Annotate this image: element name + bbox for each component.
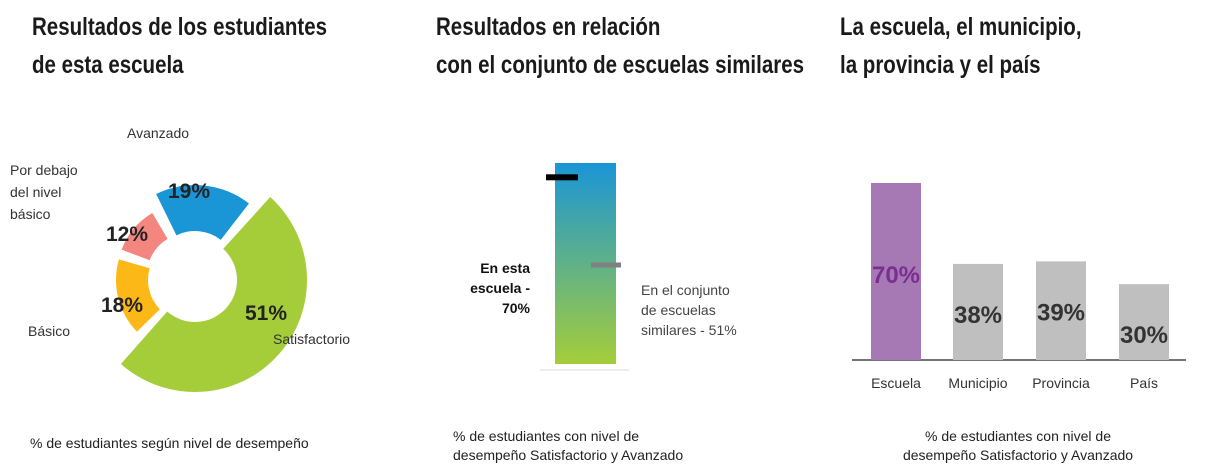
similar-schools-marker-label: similares - 51% (641, 322, 737, 338)
slice-value-label: 12% (106, 223, 148, 246)
panel3-title-line1: La escuela, el municipio, (840, 13, 1082, 41)
bar-value-label: 70% (872, 262, 920, 289)
bar-escuela (871, 183, 921, 360)
panel3-title-line2: la provincia y el país (840, 51, 1041, 79)
panel2-caption-line1: % de estudiantes con nivel de (453, 428, 640, 444)
donut-slice (121, 213, 168, 261)
panel3-caption: % de estudiantes con nivel de desempeño … (890, 427, 1146, 465)
panel3-title: La escuela, el municipio, la provincia y… (840, 8, 1082, 84)
gradient-scale-chart: En esta escuela - 70% En el conjunto de escu… (470, 163, 737, 371)
panel2-title: Resultados en relación con el conjunto d… (436, 8, 804, 84)
donut-slice (116, 259, 160, 332)
slice-category-label: Por debajo (10, 162, 78, 178)
similar-schools-marker-label: de escuelas (641, 302, 716, 318)
school-marker-label: En esta (480, 260, 530, 276)
comparison-bar-chart: 70% Escuela 38% Municipio 39% Provincia 30% Paí… (852, 183, 1186, 391)
donut-slice (156, 185, 249, 240)
panel2-caption: % de estudiantes con nivel de desempeño … (453, 427, 683, 465)
slice-value-label: 19% (168, 180, 210, 203)
similar-schools-marker (591, 262, 621, 268)
panel2-caption-line2: desempeño Satisfactorio y Avanzado (453, 447, 684, 463)
panel3-caption-line1: % de estudiantes con nivel de (924, 428, 1111, 444)
bar-category-label: Provincia (1032, 375, 1090, 391)
bar-país (1119, 284, 1169, 360)
bar-provincia (1036, 261, 1086, 360)
slice-category-label: básico (10, 206, 51, 222)
bar-category-label: País (1130, 375, 1158, 391)
bar-value-label: 39% (1037, 299, 1085, 326)
donut-chart: 51% 18% 12% 19% Satisfactorio Básico Por debaj… (10, 125, 350, 392)
school-marker (546, 174, 578, 181)
school-marker-label: escuela - (470, 280, 530, 296)
bar-municipio (953, 263, 1003, 360)
panel1-title-line2: de esta escuela (32, 51, 184, 79)
similar-schools-marker-label: En el conjunto (641, 282, 730, 298)
slice-value-label: 18% (101, 294, 143, 317)
bar-category-label: Municipio (948, 375, 1007, 391)
panel3-caption-line2: desempeño Satisfactorio y Avanzado (902, 447, 1134, 463)
slice-category-label: Satisfactorio (273, 331, 350, 347)
panel1-caption: % de estudiantes según nivel de desempeñ… (30, 435, 309, 451)
slice-value-label: 51% (245, 302, 287, 325)
slice-category-label: Básico (28, 323, 70, 339)
donut-slice (120, 197, 307, 392)
bar-value-label: 38% (954, 302, 1002, 329)
slice-category-label: del nivel (10, 184, 61, 200)
school-marker-label: 70% (502, 300, 531, 316)
panel2-title-line2: con el conjunto de escuelas similares (436, 51, 805, 79)
panel2-title-line1: Resultados en relación (436, 13, 661, 41)
slice-category-label: Avanzado (127, 125, 189, 141)
panel1-title: Resultados de los estudiantes de esta es… (32, 8, 327, 84)
panel1-title-line1: Resultados de los estudiantes (32, 13, 328, 41)
bar-category-label: Escuela (871, 375, 921, 391)
bar-value-label: 30% (1120, 322, 1168, 349)
